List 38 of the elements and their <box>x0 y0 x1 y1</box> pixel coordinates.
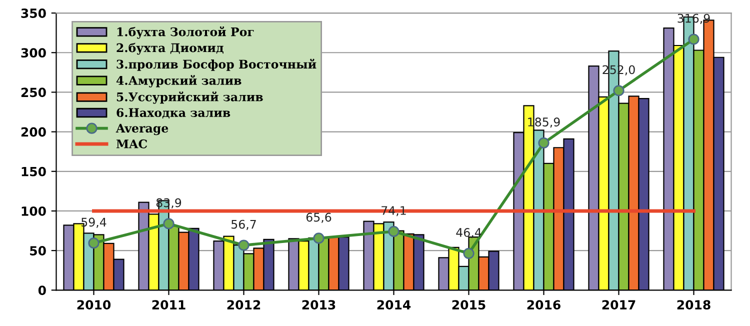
y-tick-label: 0 <box>38 286 46 296</box>
point <box>163 218 174 230</box>
legend-label: 5.Уссурийский залив <box>116 91 263 104</box>
data-label: 59,4 <box>82 218 106 228</box>
y-tick-label: 200 <box>21 127 46 137</box>
x-tick-label: 2010 <box>77 300 111 310</box>
point <box>688 34 700 45</box>
legend-label: Average <box>116 124 168 136</box>
x-tick-label: 2014 <box>377 300 411 310</box>
y-tick-label: 100 <box>22 206 46 216</box>
point <box>538 137 550 149</box>
y-tick-label: 350 <box>21 8 46 18</box>
point <box>88 238 100 249</box>
y-tick-label: 150 <box>22 166 46 176</box>
x-tick-label: 2018 <box>677 300 710 310</box>
legend-label: 2.бухта Диомид <box>116 42 224 55</box>
point <box>613 85 624 96</box>
y-tick-label: 50 <box>30 246 46 256</box>
point <box>463 248 474 259</box>
y-tick-label: 300 <box>21 48 46 58</box>
point <box>313 232 324 244</box>
x-tick-label: 2017 <box>602 300 636 310</box>
data-label: 65,6 <box>306 212 332 223</box>
x-tick-label: 2015 <box>452 300 486 310</box>
legend-label: 3.пролив Босфор Восточный <box>116 58 316 71</box>
point <box>238 240 250 251</box>
x-tick-label: 2011 <box>152 300 186 310</box>
x-tick-label: 2016 <box>527 300 560 310</box>
legend-label: 1.бухта Золотой Рог <box>117 26 254 39</box>
legend-label: MAC <box>116 139 147 148</box>
legend-label: 6.Находка залив <box>116 108 230 119</box>
legend-label: 4.Амурский залив <box>116 75 242 88</box>
data-label: 46,4 <box>456 228 482 238</box>
x-tick-label: 2013 <box>302 300 336 310</box>
point <box>388 226 400 238</box>
y-tick-label: 250 <box>21 88 46 98</box>
data-label: 56,7 <box>232 220 256 230</box>
x-tick-label: 2012 <box>227 300 260 310</box>
